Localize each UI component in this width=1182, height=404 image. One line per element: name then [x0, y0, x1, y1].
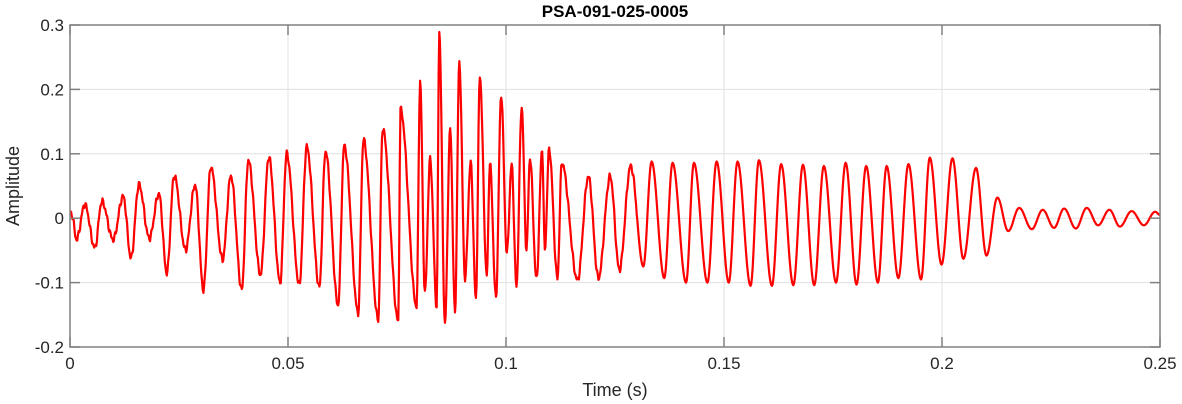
x-tick-label: 0.25 [1143, 354, 1176, 373]
y-tick-label: 0.3 [40, 16, 64, 35]
x-tick-label: 0.05 [271, 354, 304, 373]
axis-ticks: 0 0.05 0.1 0.15 0.2 0.25 -0.2 -0.1 0 0.1 0.2 0.3 [35, 16, 1177, 373]
x-tick-label: 0 [65, 354, 74, 373]
x-tick-label: 0.2 [930, 354, 954, 373]
chart-title: PSA-091-025-0005 [542, 2, 688, 21]
y-axis-label: Amplitude [3, 146, 23, 226]
y-tick-label: -0.2 [35, 338, 64, 357]
signal-line [69, 30, 1161, 324]
y-tick-label: 0.2 [40, 80, 64, 99]
y-tick-label: 0 [55, 209, 64, 228]
axes-box [69, 24, 1161, 348]
y-tick-label: 0.1 [40, 145, 64, 164]
x-tick-label: 0.15 [707, 354, 740, 373]
x-tick-label: 0.1 [494, 354, 518, 373]
x-axis-label: Time (s) [582, 380, 647, 400]
y-tick-label: -0.1 [35, 274, 64, 293]
